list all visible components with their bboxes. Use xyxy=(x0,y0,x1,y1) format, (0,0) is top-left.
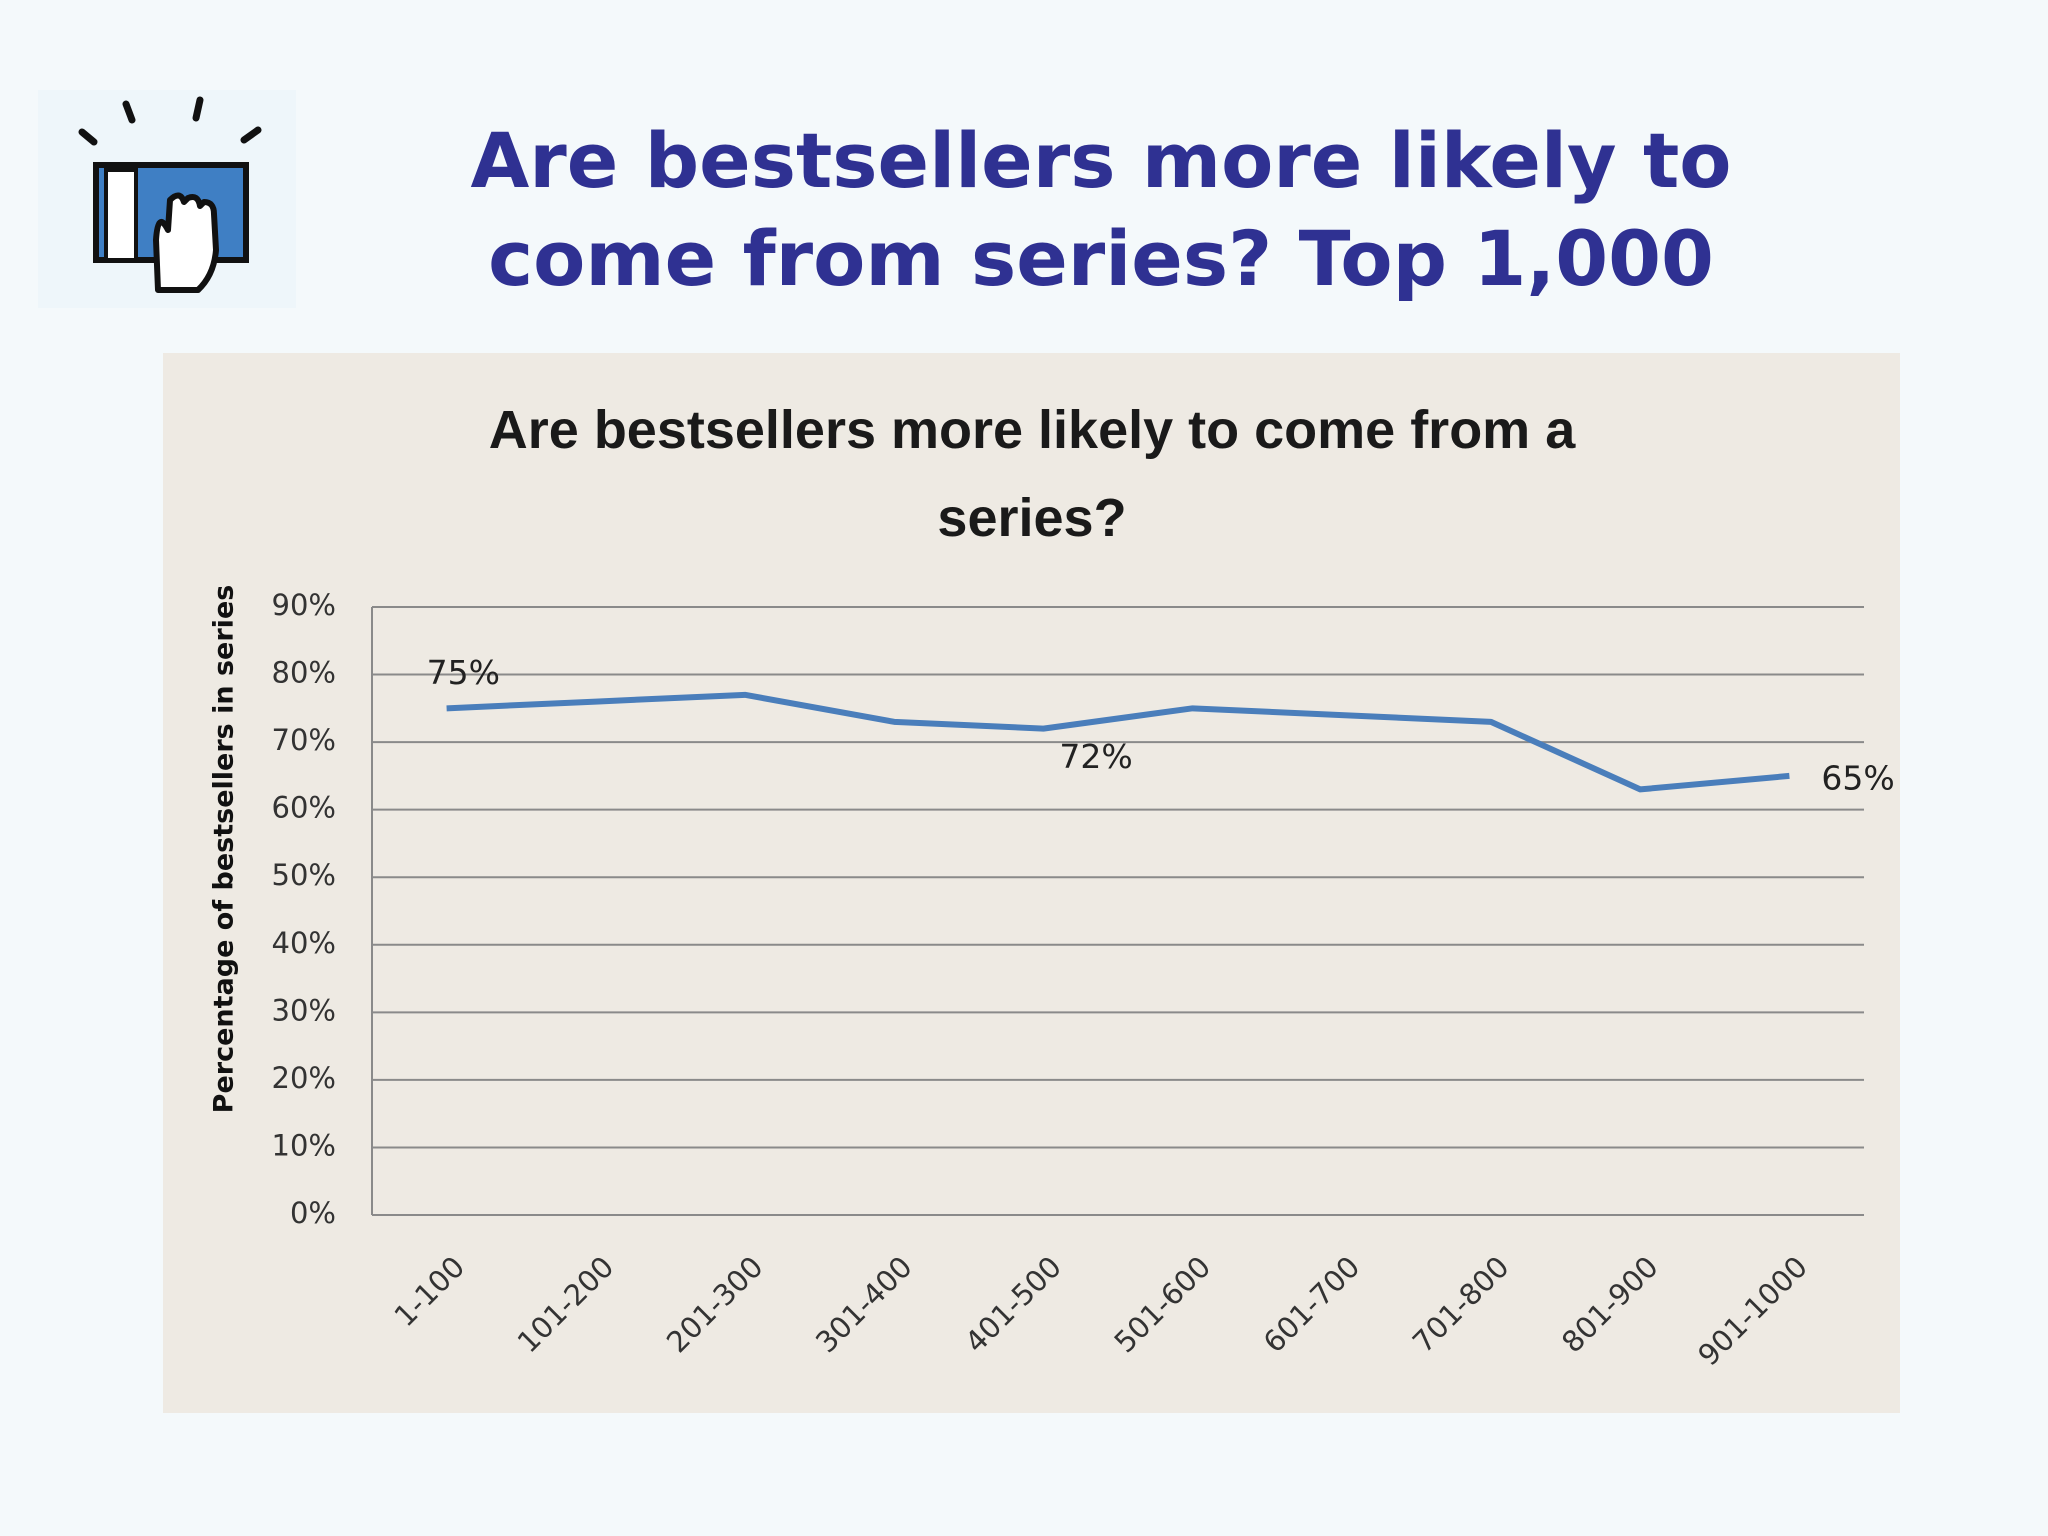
y-tick-label: 30% xyxy=(272,993,336,1027)
data-label: 65% xyxy=(1821,758,1894,797)
book-icon xyxy=(38,90,296,308)
y-tick-label: 50% xyxy=(272,858,336,892)
chart-title: Are bestsellers more likely to come from… xyxy=(488,400,1576,548)
y-tick-label: 40% xyxy=(272,926,336,960)
data-line xyxy=(446,691,1790,793)
slide-title: Are bestsellers more likely to come from… xyxy=(470,116,1732,303)
y-tick-label: 0% xyxy=(290,1196,336,1230)
y-tick-label: 10% xyxy=(272,1128,336,1162)
data-label: 75% xyxy=(427,653,500,692)
y-axis-label: Percentage of bestsellers in series xyxy=(209,585,240,1114)
y-tick-label: 60% xyxy=(272,791,336,825)
y-tick-label: 80% xyxy=(272,656,336,690)
chart-panel xyxy=(163,353,1900,1413)
y-tick-label: 20% xyxy=(272,1061,336,1095)
data-label: 72% xyxy=(1059,737,1132,776)
y-tick-label: 70% xyxy=(272,723,336,757)
y-tick-label: 90% xyxy=(272,588,336,622)
